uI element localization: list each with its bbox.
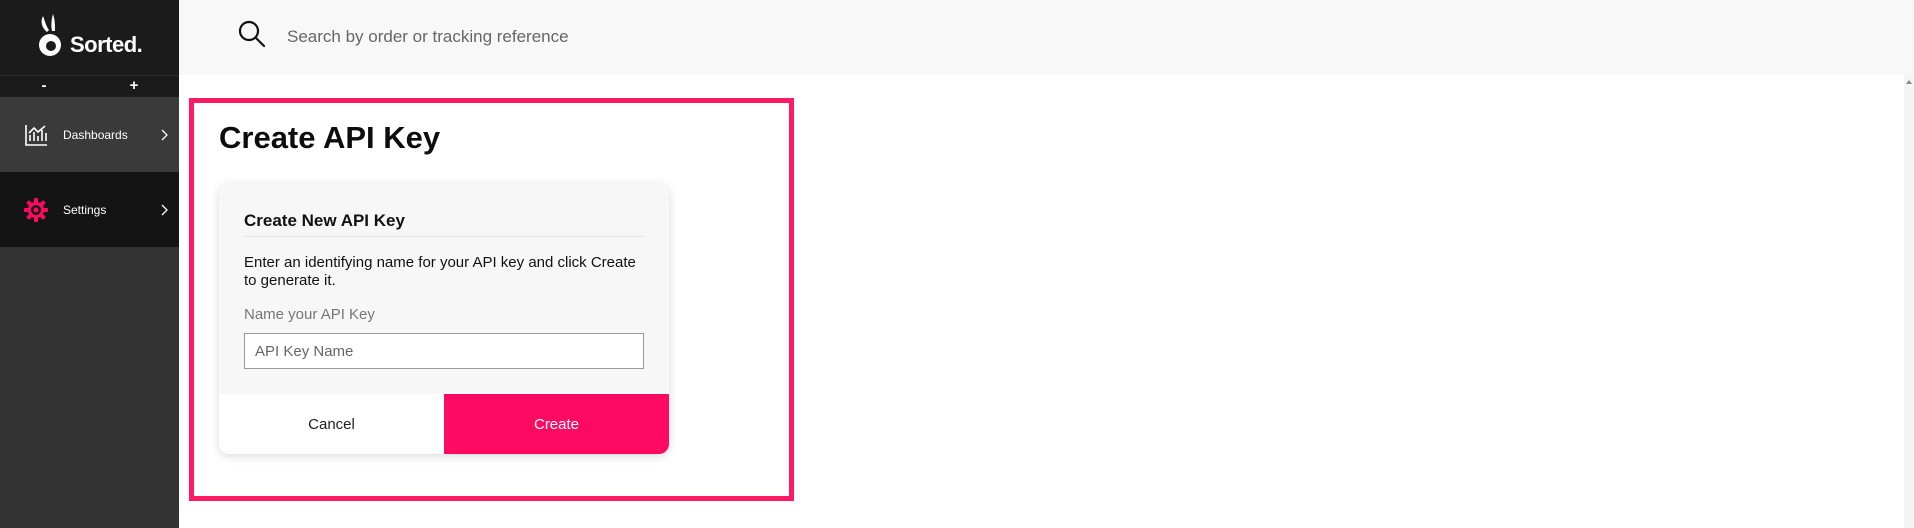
gear-icon: [24, 197, 48, 222]
zoom-in-button[interactable]: +: [129, 77, 139, 94]
brand-name: Sorted.: [70, 32, 143, 57]
card-actions: Cancel Create: [219, 394, 669, 454]
sidebar-item-settings[interactable]: Settings: [0, 172, 179, 247]
api-key-name-input[interactable]: [244, 333, 644, 369]
cancel-button[interactable]: Cancel: [219, 394, 444, 454]
sidebar-item-label: Dashboards: [63, 127, 128, 142]
top-bar: [179, 0, 1914, 75]
api-key-name-label: Name your API Key: [244, 306, 375, 323]
search-input[interactable]: [287, 22, 787, 52]
sidebar-item-label: Settings: [63, 202, 107, 217]
chevron-right-icon: [161, 204, 168, 215]
card-description: Enter an identifying name for your API k…: [244, 254, 636, 289]
sidebar-item-dashboards[interactable]: Dashboards: [0, 97, 179, 172]
bar-chart-icon: [25, 124, 47, 146]
sidebar: Sorted. - + Dashboards: [0, 0, 179, 528]
scroll-up-icon[interactable]: [1906, 80, 1912, 84]
create-api-key-card: Create New API Key Enter an identifying …: [219, 184, 669, 454]
highlight-frame: [189, 98, 794, 501]
scrollbar[interactable]: [1904, 75, 1914, 528]
sorted-logo-icon: [39, 14, 61, 56]
chevron-right-icon: [161, 129, 168, 140]
card-divider: [244, 236, 644, 237]
create-button[interactable]: Create: [444, 394, 669, 454]
page-title: Create API Key: [219, 120, 441, 155]
logo-area[interactable]: Sorted.: [0, 0, 179, 75]
card-title: Create New API Key: [244, 211, 405, 230]
search-icon[interactable]: [237, 19, 267, 49]
zoom-controls: - +: [0, 75, 179, 97]
zoom-out-button[interactable]: -: [41, 77, 47, 94]
